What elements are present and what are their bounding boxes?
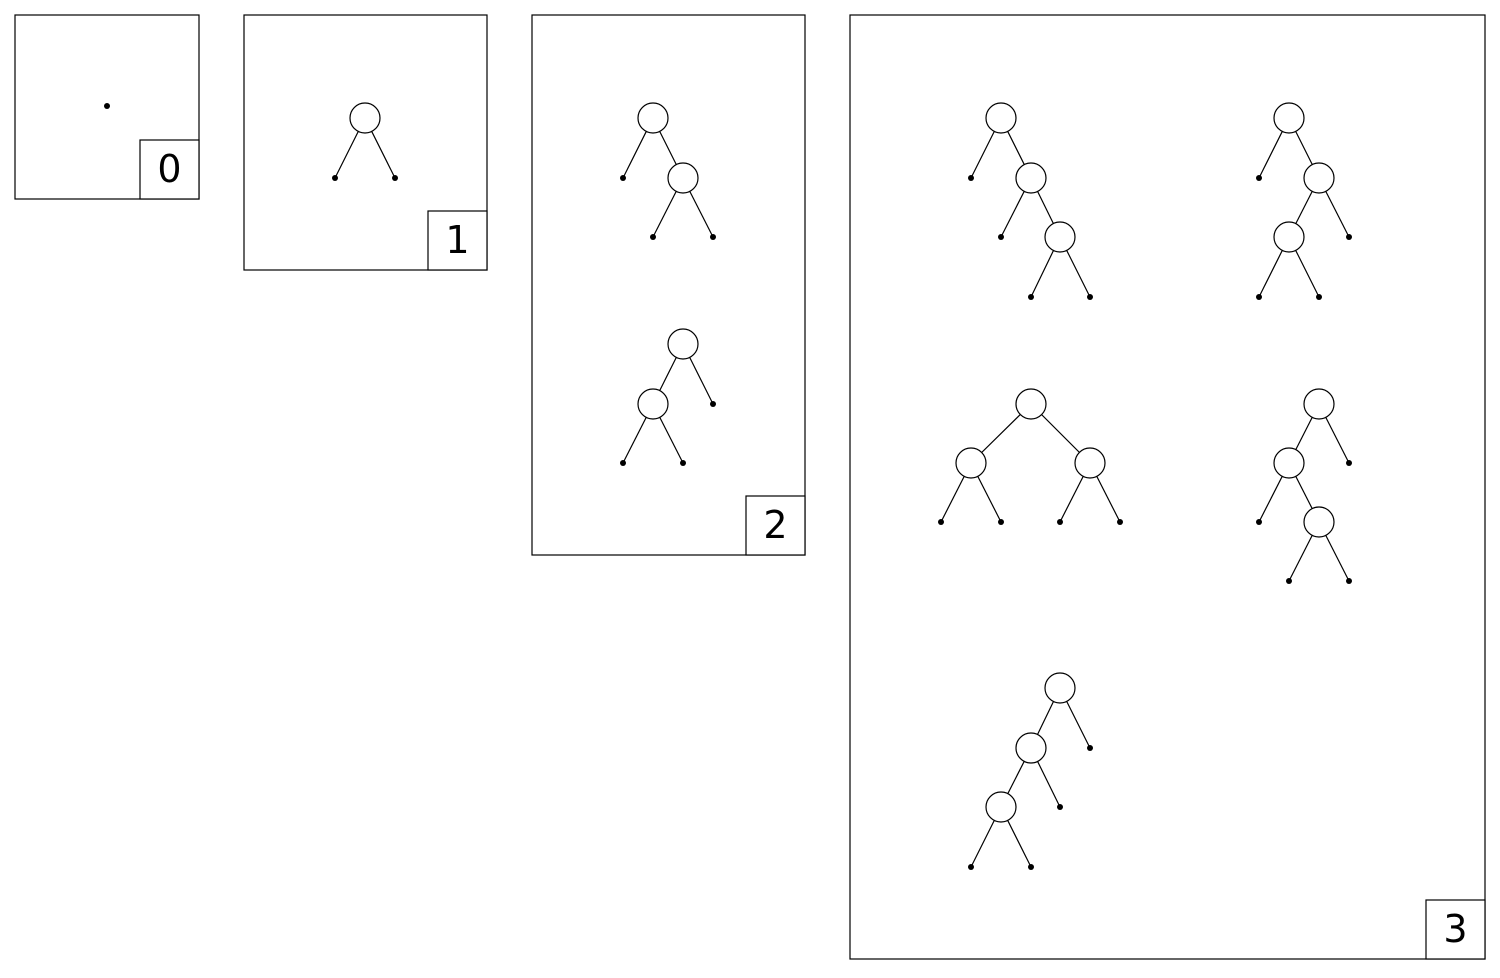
leaf — [392, 175, 398, 181]
tree — [1256, 388, 1352, 584]
label-box — [745, 495, 806, 556]
leaf — [1057, 519, 1063, 525]
leaf — [1256, 175, 1262, 181]
leaf — [1346, 234, 1352, 240]
node — [637, 102, 669, 134]
leaf — [968, 175, 974, 181]
leaf — [332, 175, 338, 181]
leaf — [680, 460, 686, 466]
leaf — [620, 460, 626, 466]
node — [1044, 672, 1076, 704]
tree — [938, 388, 1123, 525]
leaf — [1346, 460, 1352, 466]
leaf — [998, 234, 1004, 240]
panel: 1 — [243, 14, 488, 271]
leaf — [1286, 578, 1292, 584]
panel-label: 1 — [445, 218, 469, 262]
node — [1015, 162, 1047, 194]
leaf — [710, 401, 716, 407]
leaf — [1346, 578, 1352, 584]
node — [667, 328, 699, 360]
panel: 2 — [531, 14, 806, 556]
panel-label: 0 — [157, 147, 181, 191]
leaf — [1087, 294, 1093, 300]
tree — [104, 103, 110, 109]
leaf — [1028, 864, 1034, 870]
leaf — [1117, 519, 1123, 525]
leaf — [1087, 745, 1093, 751]
tree — [968, 102, 1093, 300]
node — [349, 102, 381, 134]
leaf — [650, 234, 656, 240]
node — [1273, 447, 1305, 479]
node — [1303, 388, 1335, 420]
tree — [620, 102, 716, 240]
node — [955, 447, 987, 479]
tree — [968, 672, 1093, 870]
label-box — [427, 210, 488, 271]
leaf — [104, 103, 110, 109]
panel-frame — [849, 14, 1486, 960]
leaf — [968, 864, 974, 870]
panel-frame — [14, 14, 200, 200]
label-box — [139, 139, 200, 200]
panel-label: 3 — [1443, 907, 1467, 951]
node — [1044, 221, 1076, 253]
panel-label: 2 — [763, 503, 787, 547]
leaf — [1057, 804, 1063, 810]
tree — [1256, 102, 1352, 300]
leaf — [1256, 294, 1262, 300]
label-box — [1425, 899, 1486, 960]
node — [637, 388, 669, 420]
node — [1273, 102, 1305, 134]
panel: 3 — [849, 14, 1486, 960]
leaf — [1028, 294, 1034, 300]
node — [1074, 447, 1106, 479]
leaf — [710, 234, 716, 240]
node — [1273, 221, 1305, 253]
node — [1015, 732, 1047, 764]
node — [1303, 162, 1335, 194]
tree — [332, 102, 398, 181]
leaf — [1256, 519, 1262, 525]
leaf — [620, 175, 626, 181]
panel-frame — [531, 14, 806, 556]
node — [985, 102, 1017, 134]
node — [1303, 506, 1335, 538]
tree — [620, 328, 716, 466]
leaf — [938, 519, 944, 525]
node — [985, 791, 1017, 823]
node — [1015, 388, 1047, 420]
panel-frame — [243, 14, 488, 271]
node — [667, 162, 699, 194]
leaf — [998, 519, 1004, 525]
panel: 0 — [14, 14, 200, 200]
leaf — [1316, 294, 1322, 300]
